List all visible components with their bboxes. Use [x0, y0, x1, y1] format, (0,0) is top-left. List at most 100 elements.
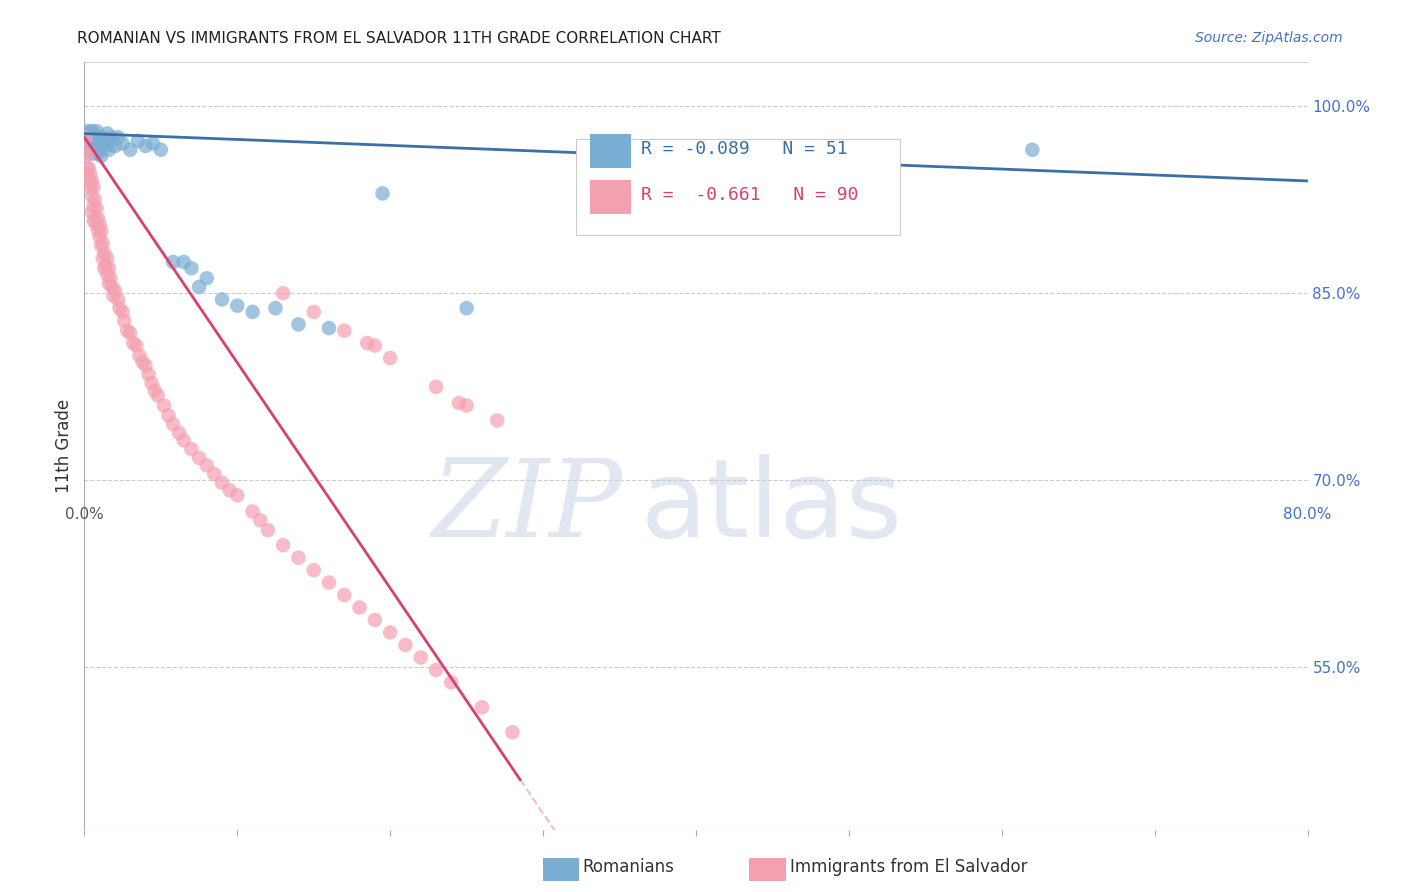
Text: R = -0.089   N = 51: R = -0.089 N = 51 — [641, 140, 848, 158]
Point — [371, 186, 394, 201]
Point — [84, 146, 107, 161]
Point — [83, 214, 105, 228]
Point — [333, 588, 356, 602]
Point — [97, 261, 120, 276]
Point — [83, 143, 105, 157]
Text: 0.0%: 0.0% — [65, 508, 104, 523]
Point — [364, 613, 387, 627]
Point — [318, 575, 340, 590]
Point — [76, 161, 98, 176]
Point — [84, 211, 107, 226]
Point — [120, 143, 142, 157]
Point — [456, 301, 478, 315]
Point — [349, 600, 371, 615]
Point — [107, 130, 129, 145]
Point — [97, 143, 120, 157]
Point — [94, 139, 117, 153]
Point — [115, 324, 138, 338]
Point — [188, 280, 211, 294]
Point — [80, 189, 103, 203]
Point — [77, 135, 100, 149]
Point — [180, 442, 202, 456]
Point — [146, 388, 169, 402]
Point — [142, 136, 165, 151]
Point — [111, 136, 134, 151]
Text: Immigrants from El Salvador: Immigrants from El Salvador — [790, 858, 1028, 876]
Point — [502, 725, 524, 739]
Point — [287, 550, 309, 565]
Point — [103, 288, 125, 302]
Point — [104, 139, 127, 153]
Point — [90, 149, 112, 163]
Point — [249, 513, 271, 527]
Point — [101, 280, 124, 294]
Point — [264, 301, 287, 315]
Point — [162, 255, 184, 269]
Point — [257, 523, 280, 537]
Point — [90, 239, 112, 253]
Point — [79, 130, 101, 145]
Point — [77, 161, 100, 176]
Point — [79, 168, 101, 182]
Point — [364, 338, 387, 352]
Point — [211, 293, 233, 307]
Point — [211, 475, 233, 490]
Point — [471, 700, 494, 714]
Point — [188, 450, 211, 465]
Point — [180, 261, 202, 276]
Point — [287, 318, 309, 332]
Point — [90, 134, 112, 148]
Point — [107, 293, 129, 307]
Point — [87, 224, 110, 238]
Point — [112, 313, 135, 327]
Point — [91, 252, 114, 266]
Point — [96, 127, 118, 141]
Point — [86, 218, 108, 232]
Text: R =  -0.661   N = 90: R = -0.661 N = 90 — [641, 186, 859, 204]
Point — [98, 271, 121, 285]
Point — [80, 136, 103, 151]
Point — [135, 139, 157, 153]
Point — [440, 675, 463, 690]
Point — [87, 130, 110, 145]
Point — [94, 259, 117, 273]
Point — [76, 139, 98, 153]
Point — [135, 359, 157, 373]
Point — [108, 301, 131, 315]
FancyBboxPatch shape — [589, 180, 631, 213]
Point — [409, 650, 432, 665]
Point — [91, 130, 114, 145]
Point — [75, 130, 97, 145]
Point — [131, 355, 153, 369]
Point — [83, 127, 105, 141]
Point — [380, 351, 402, 365]
Point — [167, 425, 190, 440]
Point — [77, 146, 100, 161]
Point — [89, 143, 111, 157]
Point — [138, 368, 160, 382]
Point — [96, 268, 118, 282]
Text: 80.0%: 80.0% — [1284, 508, 1331, 523]
Point — [149, 143, 172, 157]
Point — [218, 483, 240, 498]
Point — [333, 324, 356, 338]
Point — [143, 384, 166, 398]
Text: Romanians: Romanians — [582, 858, 673, 876]
Text: ROMANIAN VS IMMIGRANTS FROM EL SALVADOR 11TH GRADE CORRELATION CHART: ROMANIAN VS IMMIGRANTS FROM EL SALVADOR … — [77, 31, 721, 46]
Text: ZIP: ZIP — [432, 455, 623, 560]
Point — [380, 625, 402, 640]
Point — [79, 143, 101, 157]
Point — [111, 305, 134, 319]
Point — [89, 230, 111, 244]
Point — [128, 349, 150, 363]
Point — [125, 338, 148, 352]
Point — [271, 286, 294, 301]
Point — [80, 205, 103, 219]
FancyBboxPatch shape — [589, 134, 631, 168]
Point — [98, 134, 121, 148]
Point — [120, 326, 142, 340]
Point — [97, 277, 120, 291]
Point — [226, 488, 249, 502]
Point — [77, 127, 100, 141]
Point — [84, 130, 107, 145]
